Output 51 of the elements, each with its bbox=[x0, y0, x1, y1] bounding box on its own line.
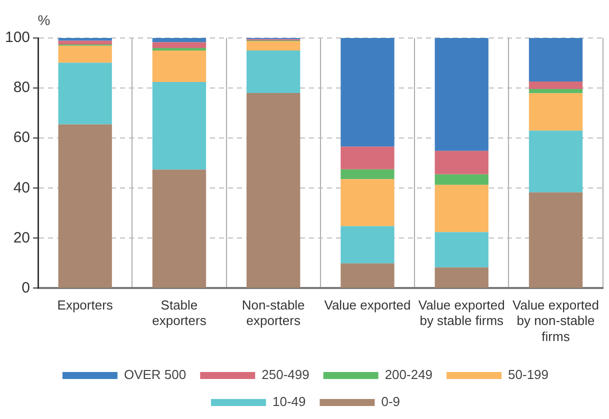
bar bbox=[528, 130, 583, 192]
bar bbox=[340, 179, 394, 226]
bar bbox=[434, 232, 488, 268]
bar bbox=[340, 226, 394, 264]
y-tick-label: 20 bbox=[13, 229, 30, 246]
bar bbox=[528, 38, 583, 82]
y-tick-label: 80 bbox=[13, 79, 30, 96]
bar bbox=[246, 41, 300, 51]
x-tick-label: Stable exporters bbox=[152, 298, 207, 328]
x-tick-label: Value exported by non-stable firms bbox=[512, 298, 600, 344]
legend-label: 250-499 bbox=[262, 367, 310, 382]
x-tick-label: Value exported bbox=[324, 298, 411, 313]
bar bbox=[528, 192, 583, 288]
bar bbox=[340, 263, 394, 288]
x-tick-label: Exporters bbox=[57, 298, 114, 313]
bar bbox=[152, 82, 206, 170]
bar bbox=[152, 170, 206, 288]
bar bbox=[528, 93, 583, 131]
y-tick-label: 40 bbox=[13, 179, 30, 196]
y-tick-label: 0 bbox=[22, 279, 30, 296]
bar bbox=[246, 50, 300, 94]
y-tick-label: 100 bbox=[4, 29, 30, 46]
bar bbox=[58, 124, 112, 288]
bar bbox=[434, 184, 488, 232]
bar bbox=[58, 62, 112, 124]
bar bbox=[528, 82, 583, 90]
y-axis-title: % bbox=[38, 12, 50, 28]
bar bbox=[58, 46, 112, 63]
bar bbox=[340, 146, 394, 170]
bar bbox=[246, 93, 300, 288]
legend-label: 10-49 bbox=[272, 394, 306, 410]
bar bbox=[434, 150, 488, 174]
bar bbox=[434, 267, 488, 288]
bar bbox=[152, 38, 206, 42]
bar bbox=[152, 42, 206, 48]
legend-label: OVER 500 bbox=[124, 367, 186, 382]
legend-label: 0-9 bbox=[381, 394, 400, 410]
y-tick-label: 60 bbox=[13, 129, 30, 146]
bar bbox=[434, 174, 488, 185]
bar bbox=[340, 38, 394, 147]
bar bbox=[58, 38, 112, 41]
bar bbox=[152, 48, 206, 51]
bar bbox=[58, 40, 112, 45]
bar bbox=[340, 169, 394, 180]
x-tick-label: Non-stable exporters bbox=[242, 298, 305, 328]
bar bbox=[434, 38, 488, 151]
legend-label: 50-199 bbox=[508, 367, 549, 382]
bar bbox=[528, 89, 583, 94]
bar bbox=[152, 50, 206, 82]
legend-label: 200-249 bbox=[384, 367, 433, 382]
x-tick-label: Value exported by stable firms bbox=[418, 298, 505, 328]
